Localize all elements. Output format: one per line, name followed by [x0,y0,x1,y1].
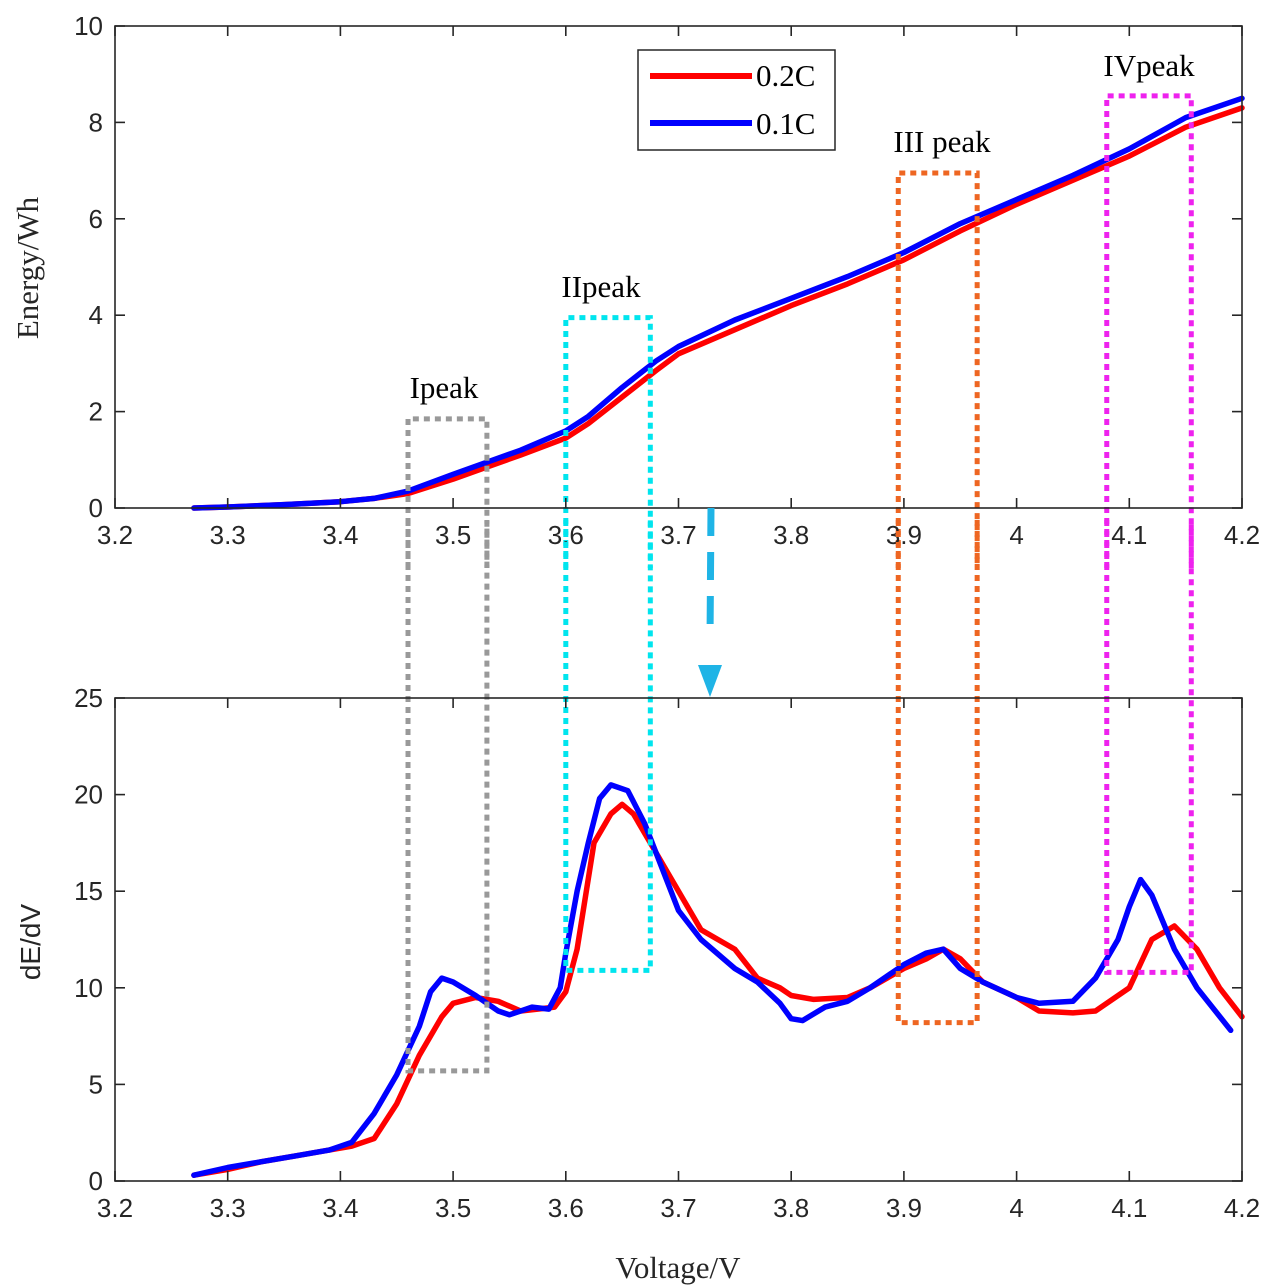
connector-arrow [698,507,722,697]
energy-x-tick-label: 3.9 [886,520,922,550]
dedv-y-tick-label: 25 [74,683,103,713]
energy-x-tick-label: 3.3 [210,520,246,550]
annotation-ivpeak: IVpeak [1103,48,1195,83]
energy-x-tick-label: 4.1 [1111,520,1147,550]
energy-x-tick-label: 3.8 [773,520,809,550]
energy-y-tick-label: 10 [74,11,103,41]
energy-y-axis-label: Energy/Wh [10,196,45,339]
energy-x-tick-label: 3.4 [322,520,358,550]
annotation-iipeak: IIpeak [561,269,641,304]
energy-x-tick-label: 3.7 [660,520,696,550]
energy-peak-box-ii [563,315,653,568]
arrow-head [698,665,722,697]
voltage-x-axis-label: Voltage/V [615,1250,741,1285]
energy-y-tick-label: 8 [89,107,103,137]
dedv-y-tick-label: 5 [89,1069,103,1099]
energy-peak-box-iv [1104,93,1194,568]
dedv-peak-box-ii [563,520,653,973]
dedv-x-tick-label: 3.8 [773,1193,809,1223]
dedv-panel: 3.2 3.3 3.4 3.5 3.6 3.7 3.8 3.9 4 4.1 4.2 0 5 10 15 20 2… [15,520,1260,1285]
legend-label-01c: 0.1C [756,106,815,141]
annotation-ipeak: Ipeak [410,370,479,405]
dedv-x-tick-label: 3.3 [210,1193,246,1223]
dedv-x-tick-label: 3.6 [548,1193,584,1223]
dedv-y-tick-label: 15 [74,876,103,906]
energy-peak-box-iii [895,170,980,568]
dedv-x-tick-label: 3.4 [322,1193,358,1223]
dedv-peak-box-iv [1104,520,1194,975]
dedv-series-01c [191,782,1234,1178]
annotation-iiipeak: III peak [893,124,991,159]
energy-y-tick-label: 2 [89,397,103,427]
dedv-x-tick-label: 3.9 [886,1193,922,1223]
dedv-x-tick-label: 3.5 [435,1193,471,1223]
energy-y-tick-label: 0 [89,493,103,523]
energy-x-tick-label: 3.2 [97,520,133,550]
legend: 0.2C 0.1C [637,49,836,151]
energy-x-tick-label: 3.5 [435,520,471,550]
energy-panel-series-layer [191,95,1245,511]
dedv-x-tick-label: 4 [1009,1193,1023,1223]
dedv-x-tick-label: 3.7 [660,1193,696,1223]
dedv-x-tick-label: 4.2 [1224,1193,1260,1223]
dedv-y-axis-label: dE/dV [15,904,46,981]
dedv-x-tick-label: 4.1 [1111,1193,1147,1223]
energy-series-01c [191,95,1245,511]
energy-y-tick-label: 4 [89,300,103,330]
dedv-y-tick-label: 20 [74,780,103,810]
legend-label-02c: 0.2C [756,58,815,93]
dedv-peak-box-i [405,520,490,1074]
dedv-y-tick-label: 0 [89,1166,103,1196]
energy-peak-box-i [405,416,490,568]
dedv-x-tick-label: 3.2 [97,1193,133,1223]
legend-box [637,49,836,151]
arrow-shaft [706,507,715,641]
energy-y-tick-label: 6 [89,204,103,234]
energy-x-tick-label: 4.2 [1224,520,1260,550]
dedv-panel-peak-boxes [405,520,1194,1074]
energy-panel-peak-boxes [405,93,1194,568]
energy-x-tick-label: 4 [1009,520,1023,550]
dedv-peak-box-iii [895,520,980,1026]
dedv-panel-axes: 3.2 3.3 3.4 3.5 3.6 3.7 3.8 3.9 4 4.1 4.2 0 5 10 15 20 2… [74,683,1260,1223]
dedv-y-tick-label: 10 [74,973,103,1003]
